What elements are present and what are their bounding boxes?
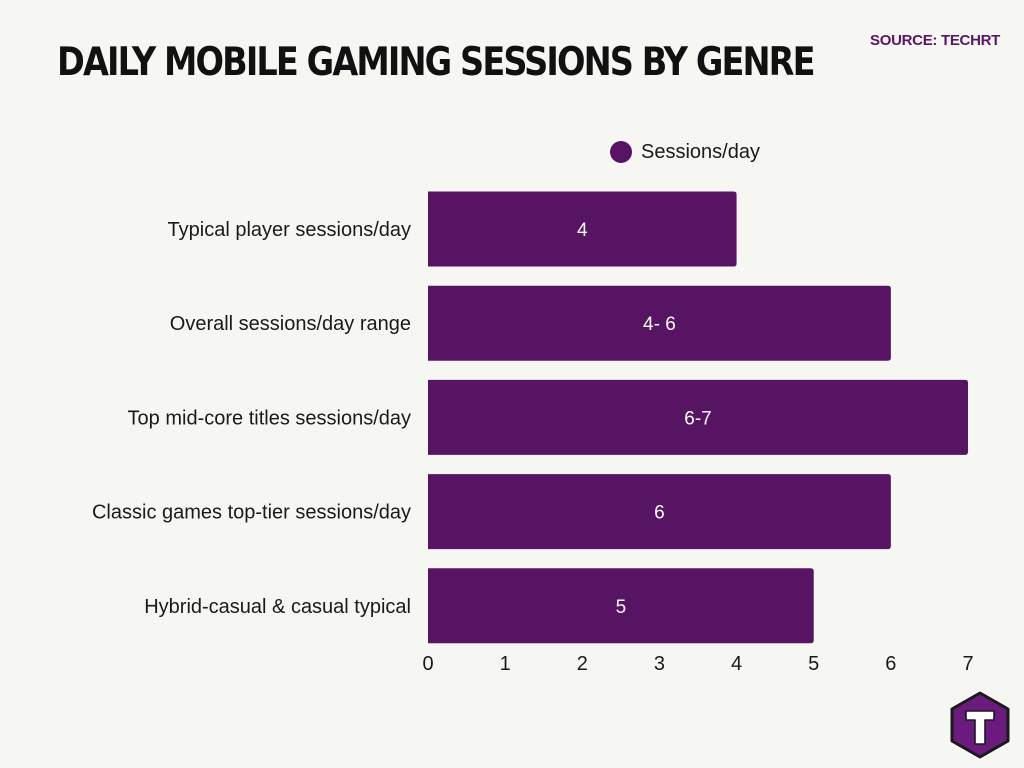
bar	[428, 379, 968, 455]
bar	[428, 568, 814, 644]
category-label: Overall sessions/day range	[170, 313, 411, 335]
bar	[428, 285, 891, 361]
x-tick-label: 7	[962, 653, 973, 675]
x-tick-label: 5	[808, 653, 819, 675]
x-tick-label: 1	[500, 653, 511, 675]
data-label: 4- 6	[643, 314, 676, 335]
legend-swatch	[610, 141, 632, 163]
bar	[428, 191, 737, 267]
source-label: SOURCE: TECHRT	[870, 32, 1000, 49]
category-label: Hybrid-casual & casual typical	[144, 596, 411, 618]
data-label: 6	[654, 503, 665, 524]
x-tick-label: 6	[885, 653, 896, 675]
category-label: Classic games top-tier sessions/day	[92, 502, 411, 524]
techrt-logo-icon	[950, 691, 1010, 759]
category-label: Typical player sessions/day	[168, 219, 411, 241]
bar	[428, 474, 891, 550]
chart-legend: Sessions/day	[610, 140, 760, 164]
data-label: 4	[577, 220, 588, 241]
data-label: 5	[616, 597, 627, 618]
data-label: 6-7	[684, 408, 711, 429]
page-title: DAILY MOBILE GAMING SESSIONS BY GENRE	[57, 40, 816, 85]
x-tick-label: 2	[577, 653, 588, 675]
x-tick-label: 3	[654, 653, 665, 675]
category-label: Top mid-core titles sessions/day	[128, 407, 411, 429]
x-tick-label: 0	[422, 653, 433, 675]
x-tick-label: 4	[731, 653, 742, 675]
legend-label: Sessions/day	[641, 140, 760, 163]
